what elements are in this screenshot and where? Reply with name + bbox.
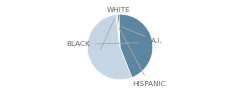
Text: WHITE: WHITE <box>101 7 130 50</box>
Wedge shape <box>119 14 153 78</box>
Text: BLACK: BLACK <box>66 41 138 47</box>
Text: HISPANIC: HISPANIC <box>119 28 166 87</box>
Text: A.I.: A.I. <box>121 27 162 44</box>
Wedge shape <box>116 14 120 47</box>
Wedge shape <box>87 14 132 80</box>
Wedge shape <box>117 14 120 47</box>
